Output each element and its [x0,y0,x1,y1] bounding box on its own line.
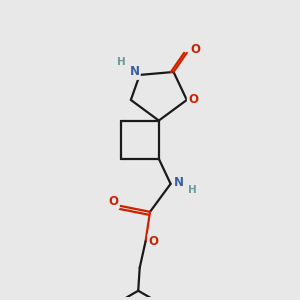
Text: O: O [188,93,198,106]
Text: H: H [188,185,197,195]
Text: H: H [117,57,126,67]
Text: N: N [174,176,184,189]
Text: N: N [129,65,140,79]
Text: O: O [190,44,200,56]
Text: O: O [149,235,159,248]
Text: O: O [108,195,118,208]
